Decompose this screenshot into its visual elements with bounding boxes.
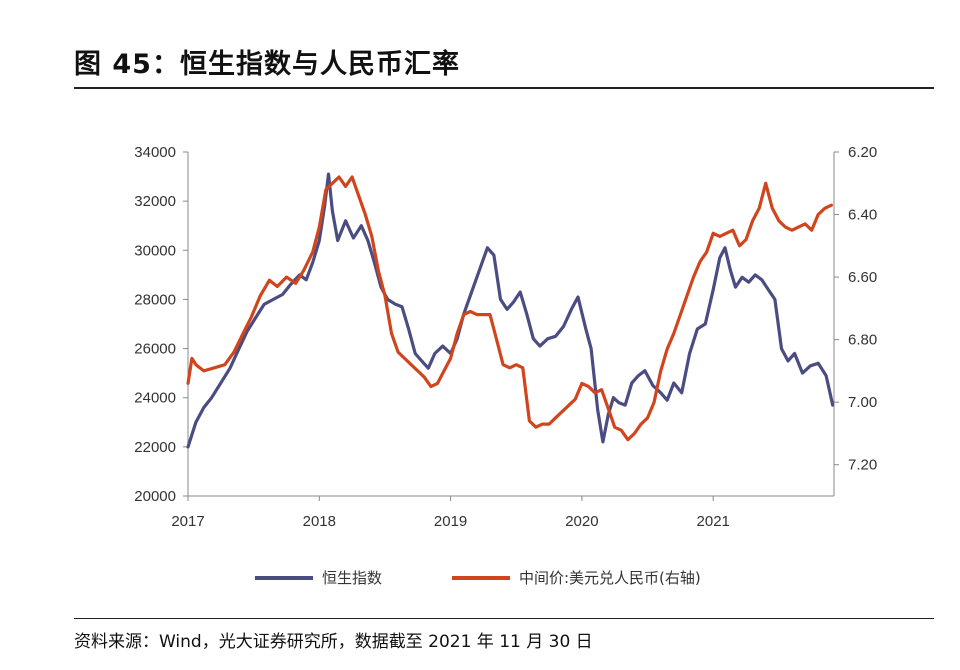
x-tick-label: 2019 xyxy=(434,513,467,530)
chart-svg: 34000 32000 30000 28000 26000 24000 22000 20000… xyxy=(134,144,877,587)
series-line-fx xyxy=(186,175,834,442)
left-tick-label: 30000 xyxy=(134,242,176,259)
series-line-hsi xyxy=(186,172,835,449)
right-tick-label: 6.80 xyxy=(848,332,877,349)
x-tick-label: 2021 xyxy=(697,513,730,530)
source-note: 资料来源：Wind，光大证券研究所，数据截至 2021 年 11 月 30 日 xyxy=(74,632,593,652)
figure-title: 图 45：恒生指数与人民币汇率 xyxy=(74,49,460,80)
x-tick-label: 2018 xyxy=(303,513,336,530)
legend-label-hsi: 恒生指数 xyxy=(322,569,382,587)
axes-group: 34000 32000 30000 28000 26000 24000 22000 20000… xyxy=(134,144,877,530)
right-tick-label: 6.20 xyxy=(848,144,877,161)
right-tick-label: 6.60 xyxy=(848,269,877,286)
right-tick-label: 7.20 xyxy=(848,457,877,474)
series-group xyxy=(186,172,835,449)
bottom-rule xyxy=(74,618,934,619)
left-tick-label: 34000 xyxy=(134,144,176,161)
left-tick-label: 32000 xyxy=(134,193,176,210)
left-tick-label: 26000 xyxy=(134,341,176,358)
top-rule xyxy=(74,87,934,89)
left-tick-label: 22000 xyxy=(134,439,176,456)
x-tick-label: 2017 xyxy=(171,513,204,530)
right-tick-label: 6.40 xyxy=(848,207,877,224)
left-tick-label: 28000 xyxy=(134,291,176,308)
legend: 恒生指数 中间价:美元兑人民币(右轴) xyxy=(255,569,701,587)
right-tick-label: 7.00 xyxy=(848,394,877,411)
x-tick-label: 2020 xyxy=(565,513,598,530)
left-tick-label: 20000 xyxy=(134,488,176,505)
legend-label-fx: 中间价:美元兑人民币(右轴) xyxy=(519,569,701,587)
left-tick-label: 24000 xyxy=(134,390,176,407)
